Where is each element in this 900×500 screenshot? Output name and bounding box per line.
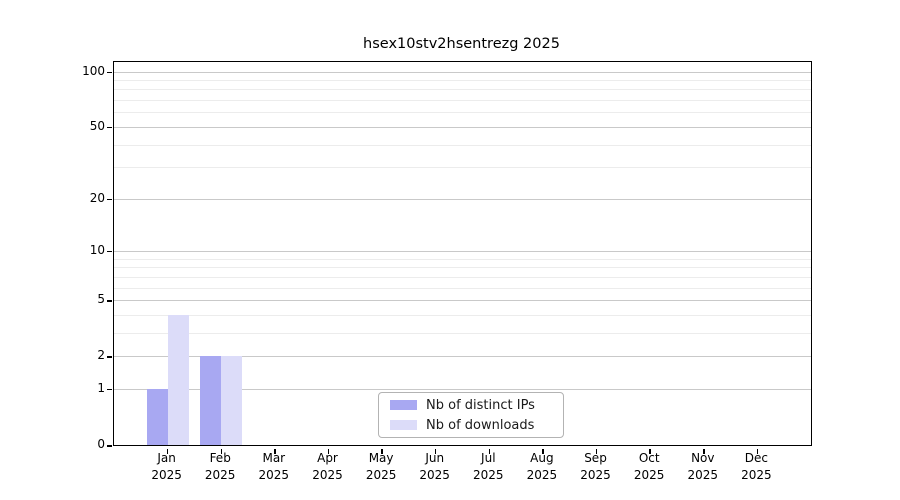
- gridline-major: [114, 356, 811, 358]
- x-tick-mark: [381, 448, 383, 454]
- x-tick-label: Dec 2025: [724, 450, 788, 483]
- plot-area: Nb of distinct IPs Nb of downloads: [107, 61, 812, 454]
- x-tick-mark: [649, 448, 651, 454]
- x-tick-year: 2025: [741, 467, 772, 482]
- gridline-major: [114, 388, 811, 390]
- y-tick-mark: [107, 300, 112, 302]
- y-tick-mark: [107, 388, 112, 391]
- y-tick-mark: [107, 198, 112, 201]
- x-tick-label: Oct 2025: [617, 450, 681, 483]
- y-tick-label: 20: [89, 190, 105, 205]
- y-tick-label: 5: [97, 292, 105, 306]
- legend-swatch-downloads: [390, 420, 417, 430]
- x-tick-label: Apr 2025: [296, 450, 360, 483]
- x-tick-mark: [327, 448, 330, 454]
- y-tick-label: 50: [89, 118, 105, 133]
- gridline-minor: [114, 112, 811, 114]
- gridline-major: [114, 198, 811, 200]
- legend-label-downloads: Nb of downloads: [426, 417, 535, 433]
- gridline-minor: [114, 258, 811, 260]
- x-tick-label: Feb 2025: [188, 450, 252, 483]
- y-tick-label: 2: [97, 348, 105, 363]
- y-tick-mark: [107, 445, 112, 447]
- x-tick-mark: [595, 448, 598, 454]
- x-tick-year: 2025: [365, 467, 397, 482]
- y-tick-label: 0: [97, 437, 105, 451]
- chart-title: hsex10stv2hsentrezg 2025: [363, 36, 560, 52]
- x-tick-year: 2025: [312, 467, 343, 482]
- bar-downloads: [167, 314, 189, 445]
- y-tick-label: 10: [89, 242, 105, 257]
- x-tick-mark: [220, 448, 222, 454]
- legend-swatch-distinct-ips: [390, 400, 417, 410]
- gridline-minor: [114, 276, 811, 278]
- x-tick-label: Mar 2025: [242, 450, 306, 483]
- gridline-minor: [114, 100, 811, 101]
- x-tick-year: 2025: [204, 467, 236, 482]
- x-tick-year: 2025: [151, 467, 182, 482]
- y-tick-mark: [107, 250, 112, 253]
- y-axis-labels: 0 1 2 5 10 20 50 100: [0, 61, 105, 452]
- legend-row-downloads: Nb of downloads: [390, 418, 563, 433]
- gridline-major: [114, 300, 811, 301]
- y-tick-label: 1: [97, 380, 105, 395]
- x-tick-mark: [488, 448, 491, 454]
- gridline-minor: [114, 267, 811, 269]
- x-tick-year: 2025: [580, 467, 611, 482]
- y-tick-mark: [107, 71, 112, 73]
- x-tick-year: 2025: [526, 467, 558, 482]
- x-tick-year: 2025: [473, 467, 504, 482]
- x-tick-year: 2025: [687, 467, 719, 482]
- x-tick-mark: [434, 448, 437, 454]
- x-tick-label: May 2025: [349, 450, 413, 483]
- x-tick-label: Nov 2025: [671, 450, 735, 483]
- x-tick-label: Jan 2025: [135, 450, 199, 483]
- gridline-major: [114, 71, 811, 73]
- gridline-minor: [114, 287, 811, 289]
- gridline-minor: [114, 79, 811, 81]
- legend: Nb of distinct IPs Nb of downloads: [378, 392, 564, 438]
- x-tick-label: Sep 2025: [564, 450, 628, 483]
- gridline-minor: [114, 167, 811, 169]
- x-tick-mark: [542, 448, 544, 454]
- gridline-major: [114, 250, 811, 252]
- x-tick-label: Jul 2025: [456, 450, 520, 483]
- x-tick-year: 2025: [633, 467, 665, 482]
- y-tick-label: 100: [82, 63, 105, 78]
- gridline-minor: [114, 332, 811, 334]
- gridline-major: [114, 126, 811, 128]
- x-tick-year: 2025: [419, 467, 450, 482]
- y-tick-mark: [107, 126, 112, 129]
- x-tick-label: Aug 2025: [510, 450, 574, 483]
- legend-row-distinct-ips: Nb of distinct IPs: [390, 398, 563, 413]
- x-axis-labels: Jan 2025 Feb 2025 Mar 2025 Apr 2025 May 2025 Jun 20…: [113, 450, 810, 490]
- x-tick-mark: [166, 448, 169, 454]
- bar-distinct-ips: [200, 356, 222, 445]
- x-tick-year: 2025: [258, 467, 290, 482]
- x-tick-mark: [703, 448, 705, 454]
- bar-downloads: [221, 356, 243, 445]
- bar-distinct-ips: [146, 388, 168, 445]
- x-tick-mark: [756, 448, 759, 454]
- legend-label-distinct-ips: Nb of distinct IPs: [426, 397, 535, 413]
- gridline-minor: [114, 314, 811, 316]
- x-tick-label: Jun 2025: [403, 450, 467, 483]
- y-tick-mark: [107, 356, 112, 358]
- x-tick-mark: [274, 448, 276, 454]
- gridline-minor: [114, 144, 811, 146]
- gridline-minor: [114, 89, 811, 91]
